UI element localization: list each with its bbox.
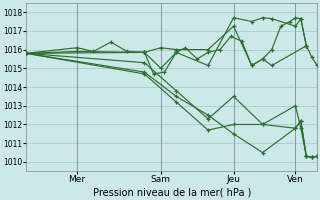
X-axis label: Pression niveau de la mer( hPa ): Pression niveau de la mer( hPa ) <box>92 187 251 197</box>
